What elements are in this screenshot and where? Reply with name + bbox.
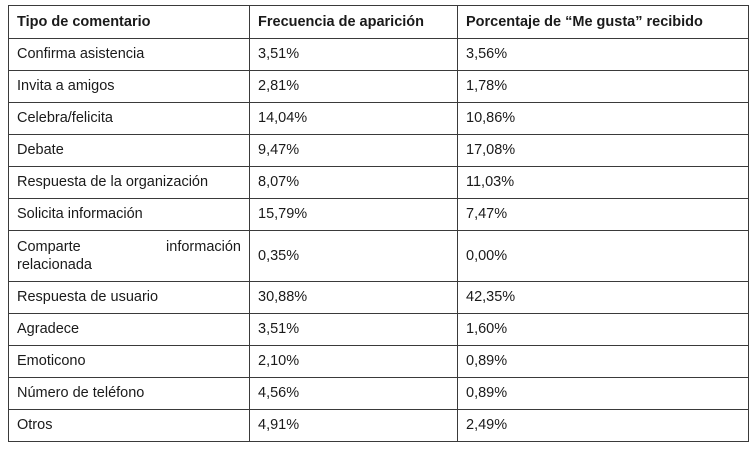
cell-comment-type: Respuesta de usuario — [8, 281, 250, 314]
cell-frequency: 15,79% — [249, 198, 458, 231]
wrapped-word: información — [166, 238, 241, 255]
cell-frequency: 8,07% — [249, 166, 458, 199]
cell-comment-type: Respuesta de la organización — [8, 166, 250, 199]
cell-comment-type: Debate — [8, 134, 250, 167]
comment-type-table: Tipo de comentario Frecuencia de aparici… — [8, 5, 749, 442]
table-row: Debate 9,47% 17,08% — [8, 134, 749, 167]
wrapped-text-line-2: relacionada — [17, 257, 92, 273]
cell-likes-percentage: 10,86% — [457, 102, 749, 135]
cell-frequency: 4,56% — [249, 377, 458, 410]
wrapped-word: Comparte — [17, 238, 81, 255]
cell-comment-type: Celebra/felicita — [8, 102, 250, 135]
cell-frequency: 3,51% — [249, 38, 458, 71]
table-row: Agradece 3,51% 1,60% — [8, 313, 749, 346]
cell-comment-type: Solicita información — [8, 198, 250, 231]
table-header-row: Tipo de comentario Frecuencia de aparici… — [8, 5, 749, 39]
cell-likes-percentage: 2,49% — [457, 409, 749, 442]
table-row: Comparte información relacionada 0,35% 0… — [8, 230, 749, 282]
header-frequency: Frecuencia de aparición — [249, 5, 458, 39]
cell-likes-percentage: 1,60% — [457, 313, 749, 346]
table-row: Respuesta de la organización 8,07% 11,03… — [8, 166, 749, 199]
cell-likes-percentage: 0,89% — [457, 345, 749, 378]
cell-frequency: 3,51% — [249, 313, 458, 346]
table-row: Invita a amigos 2,81% 1,78% — [8, 70, 749, 103]
cell-likes-percentage: 11,03% — [457, 166, 749, 199]
cell-comment-type: Invita a amigos — [8, 70, 250, 103]
table-row: Otros 4,91% 2,49% — [8, 409, 749, 442]
cell-likes-percentage: 3,56% — [457, 38, 749, 71]
table-row: Emoticono 2,10% 0,89% — [8, 345, 749, 378]
cell-likes-percentage: 7,47% — [457, 198, 749, 231]
wrapped-text-line-1: Comparte información — [17, 238, 241, 256]
cell-comment-type: Agradece — [8, 313, 250, 346]
cell-frequency: 9,47% — [249, 134, 458, 167]
cell-comment-type: Comparte información relacionada — [8, 230, 250, 282]
cell-frequency: 0,35% — [249, 230, 458, 282]
cell-comment-type: Otros — [8, 409, 250, 442]
cell-frequency: 4,91% — [249, 409, 458, 442]
cell-frequency: 2,81% — [249, 70, 458, 103]
cell-likes-percentage: 0,89% — [457, 377, 749, 410]
table-row: Solicita información 15,79% 7,47% — [8, 198, 749, 231]
table-row: Número de teléfono 4,56% 0,89% — [8, 377, 749, 410]
cell-comment-type: Emoticono — [8, 345, 250, 378]
header-comment-type: Tipo de comentario — [8, 5, 250, 39]
cell-likes-percentage: 42,35% — [457, 281, 749, 314]
cell-frequency: 30,88% — [249, 281, 458, 314]
table-row: Celebra/felicita 14,04% 10,86% — [8, 102, 749, 135]
cell-frequency: 2,10% — [249, 345, 458, 378]
cell-comment-type: Confirma asistencia — [8, 38, 250, 71]
table-row: Confirma asistencia 3,51% 3,56% — [8, 38, 749, 71]
header-likes-percentage: Porcentaje de “Me gusta” recibido — [457, 5, 749, 39]
cell-likes-percentage: 17,08% — [457, 134, 749, 167]
table-row: Respuesta de usuario 30,88% 42,35% — [8, 281, 749, 314]
cell-frequency: 14,04% — [249, 102, 458, 135]
cell-likes-percentage: 1,78% — [457, 70, 749, 103]
cell-likes-percentage: 0,00% — [457, 230, 749, 282]
cell-comment-type: Número de teléfono — [8, 377, 250, 410]
